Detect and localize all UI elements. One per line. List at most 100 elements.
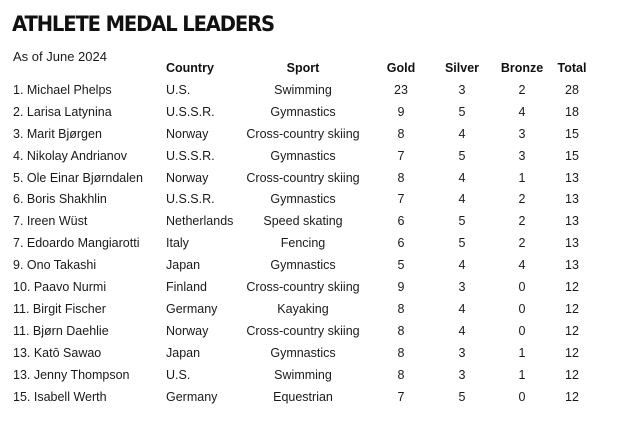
total-count: 12 bbox=[565, 301, 579, 316]
silver-count: 3 bbox=[458, 280, 466, 295]
athlete-name: 11. Bjørn Daehlie bbox=[13, 323, 109, 338]
table-row: 7. Ireen Wüst Netherlands Speed skating … bbox=[10, 211, 593, 233]
total-count: 18 bbox=[565, 104, 579, 119]
total-count: 12 bbox=[565, 367, 579, 382]
athlete-name: 13. Jenny Thompson bbox=[13, 367, 130, 382]
silver-count: 3 bbox=[458, 82, 466, 97]
table-row: 13. Katō Sawao Japan Gymnastics 8 3 1 12 bbox=[10, 343, 593, 365]
total-count: 12 bbox=[565, 280, 579, 295]
athlete-name: 5. Ole Einar Bjørndalen bbox=[13, 170, 143, 185]
table-row: 1. Michael Phelps U.S. Swimming 23 3 2 2… bbox=[10, 80, 593, 102]
gold-count: 23 bbox=[394, 82, 408, 97]
table-body: 1. Michael Phelps U.S. Swimming 23 3 2 2… bbox=[10, 80, 593, 409]
total-count: 12 bbox=[565, 323, 579, 338]
athlete-name: 13. Katō Sawao bbox=[13, 345, 102, 360]
athlete-name: 15. Isabell Werth bbox=[13, 389, 107, 404]
athlete-sport: Speed skating bbox=[263, 214, 343, 229]
athlete-name: 2. Larisa Latynina bbox=[13, 104, 112, 119]
gold-count: 8 bbox=[397, 367, 405, 382]
header-total: Total bbox=[557, 61, 587, 75]
athlete-sport: Fencing bbox=[280, 236, 326, 251]
athlete-sport: Gymnastics bbox=[270, 258, 336, 273]
athlete-country: U.S. bbox=[166, 367, 191, 382]
athlete-sport: Cross-country skiing bbox=[246, 170, 360, 185]
athlete-country: Finland bbox=[166, 280, 207, 295]
bronze-count: 4 bbox=[518, 104, 526, 119]
subtitle: As of June 2024 bbox=[13, 49, 107, 64]
table-row: 5. Ole Einar Bjørndalen Norway Cross-cou… bbox=[10, 168, 593, 190]
page-title: ATHLETE MEDAL LEADERS bbox=[12, 12, 275, 36]
total-count: 13 bbox=[565, 236, 579, 251]
athlete-sport: Kayaking bbox=[277, 301, 329, 316]
athlete-name: 3. Marit Bjørgen bbox=[13, 126, 102, 141]
table-row: 7. Edoardo Mangiarotti Italy Fencing 6 5… bbox=[10, 233, 593, 255]
silver-count: 5 bbox=[458, 389, 466, 404]
athlete-country: U.S.S.R. bbox=[166, 148, 215, 163]
gold-count: 9 bbox=[397, 104, 405, 119]
athlete-country: U.S.S.R. bbox=[166, 192, 215, 207]
bronze-count: 3 bbox=[518, 148, 526, 163]
silver-count: 4 bbox=[458, 126, 466, 141]
silver-count: 4 bbox=[458, 301, 466, 316]
athlete-sport: Swimming bbox=[274, 367, 332, 382]
gold-count: 7 bbox=[397, 148, 405, 163]
silver-count: 4 bbox=[458, 192, 466, 207]
athlete-sport: Gymnastics bbox=[270, 192, 336, 207]
silver-count: 4 bbox=[458, 323, 466, 338]
athlete-country: Germany bbox=[166, 301, 218, 316]
table-row: 4. Nikolay Andrianov U.S.S.R. Gymnastics… bbox=[10, 146, 593, 168]
table-row: 2. Larisa Latynina U.S.S.R. Gymnastics 9… bbox=[10, 102, 593, 124]
table-row: 3. Marit Bjørgen Norway Cross-country sk… bbox=[10, 124, 593, 146]
athlete-name: 7. Edoardo Mangiarotti bbox=[13, 236, 140, 251]
bronze-count: 2 bbox=[518, 214, 526, 229]
athlete-country: U.S. bbox=[166, 82, 191, 97]
athlete-sport: Equestrian bbox=[273, 389, 333, 404]
total-count: 12 bbox=[565, 389, 579, 404]
bronze-count: 0 bbox=[518, 323, 526, 338]
silver-count: 5 bbox=[458, 236, 466, 251]
header-country: Country bbox=[166, 61, 214, 75]
header-bronze: Bronze bbox=[500, 61, 544, 75]
table-header: Country Sport Gold Silver Bronze Total bbox=[10, 58, 593, 80]
athlete-name: 6. Boris Shakhlin bbox=[13, 192, 107, 207]
table-row: 15. Isabell Werth Germany Equestrian 7 5… bbox=[10, 387, 593, 409]
total-count: 28 bbox=[565, 82, 579, 97]
gold-count: 8 bbox=[397, 345, 405, 360]
table-row: 6. Boris Shakhlin U.S.S.R. Gymnastics 7 … bbox=[10, 189, 593, 211]
silver-count: 5 bbox=[458, 214, 466, 229]
header-athlete bbox=[10, 58, 163, 80]
silver-count: 4 bbox=[458, 170, 466, 185]
athlete-name: 11. Birgit Fischer bbox=[13, 301, 106, 316]
gold-count: 7 bbox=[397, 389, 405, 404]
gold-count: 8 bbox=[397, 301, 405, 316]
bronze-count: 0 bbox=[518, 301, 526, 316]
bronze-count: 1 bbox=[518, 367, 526, 382]
bronze-count: 0 bbox=[518, 389, 526, 404]
athlete-name: 10. Paavo Nurmi bbox=[13, 280, 107, 295]
table-row: 9. Ono Takashi Japan Gymnastics 5 4 4 13 bbox=[10, 255, 593, 277]
athlete-sport: Cross-country skiing bbox=[246, 323, 360, 338]
athlete-country: Italy bbox=[166, 236, 189, 251]
athlete-country: U.S.S.R. bbox=[166, 104, 215, 119]
table-row: 10. Paavo Nurmi Finland Cross-country sk… bbox=[10, 277, 593, 299]
silver-count: 5 bbox=[458, 104, 466, 119]
bronze-count: 0 bbox=[518, 280, 526, 295]
total-count: 15 bbox=[565, 126, 579, 141]
silver-count: 3 bbox=[458, 345, 466, 360]
athlete-country: Germany bbox=[166, 389, 218, 404]
total-count: 12 bbox=[565, 345, 579, 360]
total-count: 13 bbox=[565, 192, 579, 207]
gold-count: 8 bbox=[397, 323, 405, 338]
silver-count: 3 bbox=[458, 367, 466, 382]
athlete-country: Norway bbox=[166, 170, 209, 185]
athlete-sport: Cross-country skiing bbox=[246, 126, 360, 141]
athlete-sport: Gymnastics bbox=[270, 345, 336, 360]
athlete-sport: Gymnastics bbox=[270, 148, 336, 163]
gold-count: 7 bbox=[397, 192, 405, 207]
gold-count: 9 bbox=[397, 280, 405, 295]
total-count: 13 bbox=[565, 214, 579, 229]
athlete-name: 4. Nikolay Andrianov bbox=[13, 148, 127, 163]
bronze-count: 1 bbox=[518, 170, 526, 185]
bronze-count: 2 bbox=[518, 192, 526, 207]
athlete-country: Japan bbox=[166, 258, 201, 273]
